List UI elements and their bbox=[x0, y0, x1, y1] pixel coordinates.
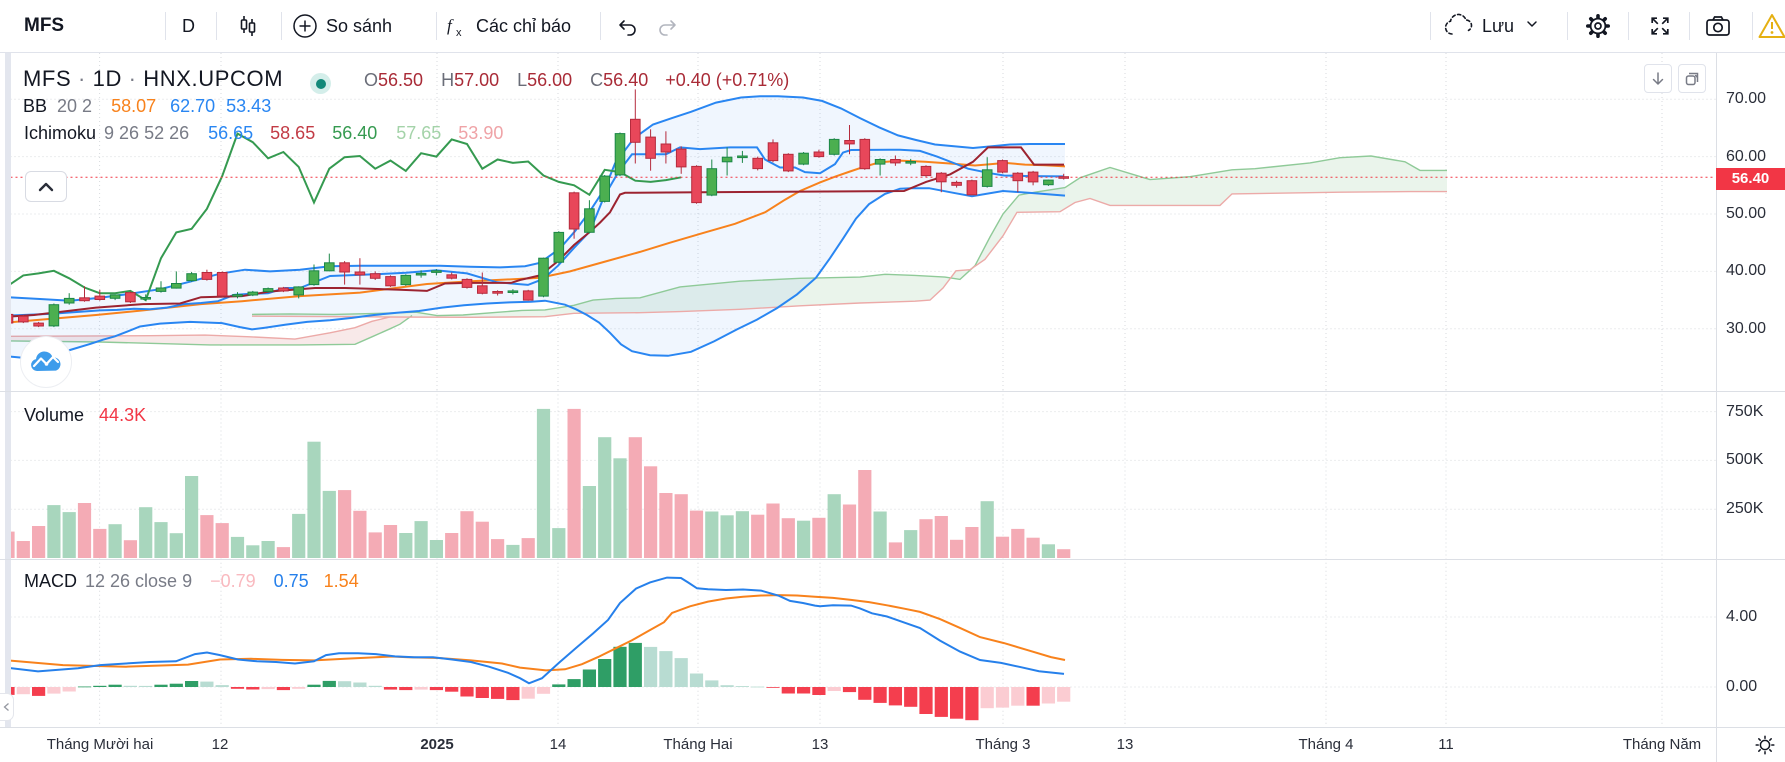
svg-text:x: x bbox=[456, 27, 462, 39]
svg-text:f: f bbox=[447, 16, 454, 35]
